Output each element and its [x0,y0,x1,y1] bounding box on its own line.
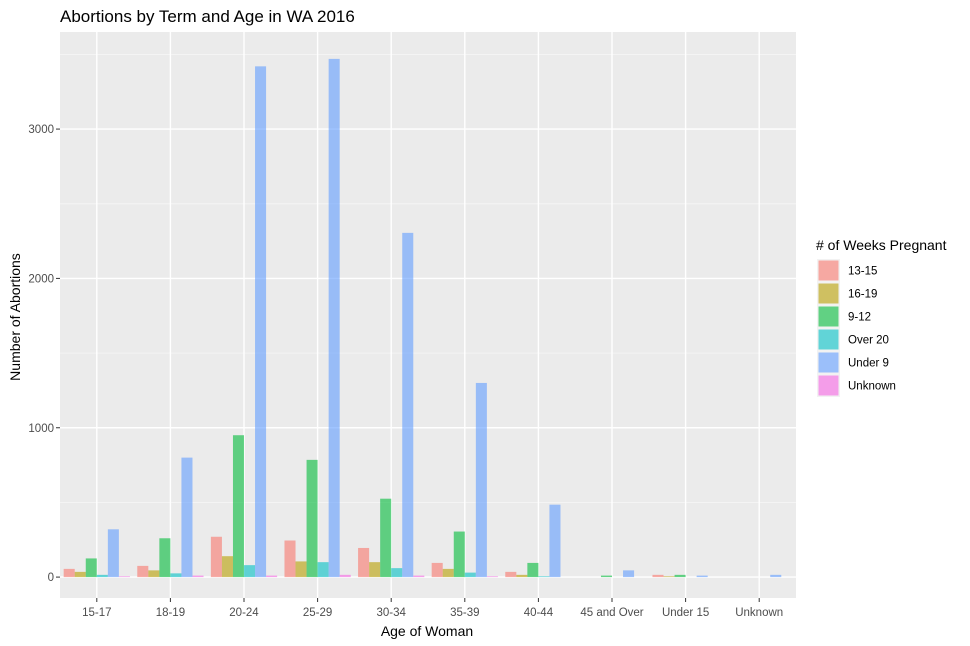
x-axis-title: Age of Woman [381,623,473,639]
bar-13-15-15-17 [63,568,75,578]
legend-swatch [818,283,839,304]
bar-over-20-25-29 [317,562,329,578]
legend-label: 9-12 [848,312,871,324]
bar-under-9-15-17 [107,529,119,578]
legend-title: # of Weeks Pregnant [816,237,947,253]
bar-16-19-under-15 [663,576,675,578]
bar-9-12-20-24 [232,435,244,578]
bar-13-15-25-29 [284,540,296,578]
legend-label: 16-19 [848,289,877,301]
bar-9-12-45-and-over [600,575,612,578]
bar-9-12-30-34 [380,498,392,578]
bar-16-19-35-39 [442,568,454,578]
bar-16-19-40-44 [516,574,528,578]
bar-under-9-25-29 [328,58,340,578]
bar-13-15-30-34 [358,547,370,578]
bar-under-9-unknown [770,574,782,578]
x-tick-label: 30-34 [376,607,406,619]
bar-under-9-30-34 [402,232,414,578]
bar-over-20-40-44 [538,576,550,578]
y-tick-label: 1000 [28,423,54,435]
x-tick-label: 18-19 [156,607,185,619]
x-tick-label: 20-24 [229,607,259,619]
legend-label: Under 9 [848,358,889,370]
legend-label: Unknown [848,381,896,393]
x-axis-ticks: 15-17 18-19 20-24 25-29 30-34 35-39 40-44 45 an… [82,598,783,619]
bar-over-20-18-19 [170,573,182,578]
bar-13-15-20-24 [210,536,222,578]
bar-13-15-35-39 [431,562,443,578]
bar-over-20-20-24 [244,565,256,578]
bar-13-15-18-19 [137,565,149,578]
bar-under-9-20-24 [255,66,267,578]
bar-9-12-under-15 [674,574,686,578]
bar-over-20-30-34 [391,568,403,578]
bar-under-9-40-44 [549,504,561,578]
bar-9-12-25-29 [306,459,318,578]
bars [63,58,782,578]
chart-title: Abortions by Term and Age in WA 2016 [60,7,355,26]
bar-under-9-18-19 [181,457,193,578]
y-tick-label: 2000 [28,273,54,285]
x-tick-label: Unknown [735,607,783,619]
y-tick-label: 0 [48,572,54,584]
x-tick-label: 15-17 [82,607,111,619]
bar-under-9-45-and-over [623,570,635,578]
bar-unknown-20-24 [266,575,278,578]
bar-under-9-35-39 [475,382,487,578]
bar-9-12-15-17 [85,558,97,578]
bar-over-20-35-39 [464,572,476,578]
bar-16-19-25-29 [295,561,307,578]
bar-9-12-40-44 [527,562,539,578]
legend-swatch [818,260,839,281]
legend-swatch [818,329,839,350]
bar-unknown-30-34 [413,575,425,578]
legend: # of Weeks Pregnant 13-15 16-19 9-12 Over 2… [816,237,947,397]
legend-label: Over 20 [848,335,889,347]
bar-9-12-18-19 [159,538,171,578]
legend-swatch [818,306,839,327]
x-tick-label: 45 and Over [580,607,643,619]
bar-16-19-20-24 [221,556,233,578]
y-axis-title: Number of Abortions [7,253,23,381]
legend-swatch [818,352,839,373]
bar-under-9-under-15 [696,575,708,578]
x-tick-label: 35-39 [450,607,479,619]
bar-16-19-18-19 [148,570,160,578]
bar-unknown-15-17 [118,576,130,578]
bar-13-15-under-15 [652,574,664,578]
x-tick-label: 40-44 [524,607,554,619]
x-tick-label: Under 15 [662,607,709,619]
legend-swatch [818,375,839,396]
legend-label: 13-15 [848,266,877,278]
y-axis-ticks: 0 1000 2000 3000 [28,124,60,584]
x-tick-label: 25-29 [303,607,332,619]
bar-unknown-18-19 [192,575,204,578]
bar-unknown-35-39 [486,576,498,578]
bar-unknown-25-29 [339,574,351,578]
bar-over-20-15-17 [96,574,108,578]
bar-13-15-40-44 [505,571,517,578]
bar-16-19-15-17 [74,571,86,578]
bar-16-19-30-34 [369,562,381,578]
bar-9-12-35-39 [453,531,465,578]
y-tick-label: 3000 [28,124,54,136]
